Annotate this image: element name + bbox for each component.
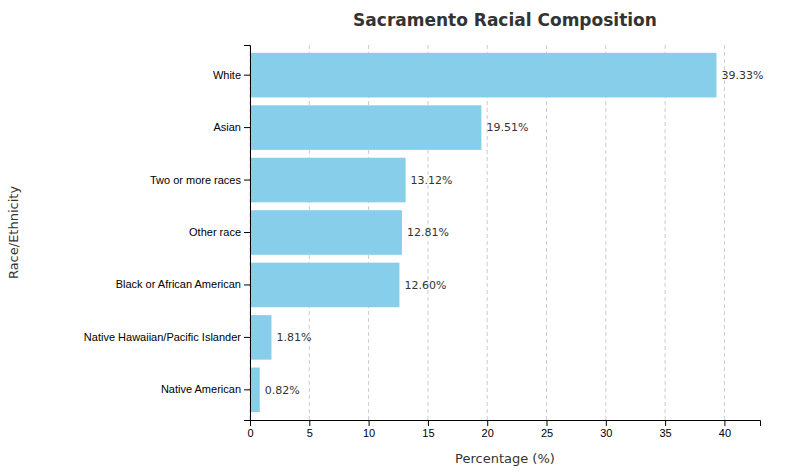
axis-line [244,46,251,421]
data-label: 39.33% [721,69,763,82]
title: Sacramento Racial Composition [353,10,657,30]
tick: Black or African American [116,278,250,290]
tick-mark [547,420,548,426]
tick: 35 [659,420,671,439]
tick: 20 [482,420,494,439]
data-label: 12.81% [407,226,449,239]
data-label: 13.12% [411,174,453,187]
tick-label: Two or more races [150,174,242,186]
tick-label: 15 [422,427,434,439]
grid-line [665,45,666,420]
chart: 0.82% 1.81% 12.60% 12.81% 13.12% 19.51% 39.33%… [0,0,800,475]
tick: 25 [541,420,553,439]
bar [250,263,399,308]
grid-line [487,45,488,420]
tick: 30 [600,420,612,439]
tick-label: 25 [541,427,553,439]
grid-line [724,45,725,420]
tick-mark [244,284,250,285]
tick-mark [487,420,488,426]
data-label: 0.82% [265,384,300,397]
tick-mark [369,420,370,426]
data-label: 1.81% [276,331,311,344]
tick-mark [606,420,607,426]
tick-label: 35 [659,427,671,439]
tick-mark [428,420,429,426]
tick-mark [244,389,250,390]
bar [250,53,716,98]
tick-label: Native Hawaiian/Pacific Islander [84,331,241,343]
tick-mark [724,420,725,426]
tick-label: Other race [189,226,241,238]
tick: Asian [213,121,250,133]
y-axis-title: Race/Ethnicity [6,186,21,279]
bar [250,210,402,255]
tick-label: 30 [600,427,612,439]
grid [250,45,724,420]
tick-label: 10 [363,427,375,439]
tick: 0 [247,420,253,439]
bars [250,53,716,412]
bar [250,315,271,360]
tick: Other race [189,226,250,238]
bar [250,368,260,413]
tick: 5 [307,420,313,439]
y-axis: Native American Native Hawaiian/Pacific I… [84,46,251,421]
tick-mark [244,75,250,76]
bar [250,105,481,150]
data-label: 12.60% [404,279,446,292]
tick-mark [244,232,250,233]
tick-mark [309,420,310,426]
grid-line [546,45,547,420]
tick-label: Black or African American [116,278,241,290]
tick-mark [665,420,666,426]
grid-line [605,45,606,420]
data-labels: 0.82% 1.81% 12.60% 12.81% 13.12% 19.51% 39.33% [265,69,764,397]
plot: 0.82% 1.81% 12.60% 12.81% 13.12% 19.51% 39.33%… [84,45,764,439]
tick-label: 20 [482,427,494,439]
tick: Native American [161,383,250,395]
axis-line [251,421,761,427]
tick: 10 [363,420,375,439]
tick-mark [244,127,250,128]
tick-label: 0 [247,427,253,439]
tick: White [213,69,250,81]
tick-label: White [213,69,241,81]
data-label: 19.51% [486,121,528,134]
tick-label: Native American [161,383,241,395]
tick: Native Hawaiian/Pacific Islander [84,331,250,343]
tick-label: 5 [307,427,313,439]
tick-label: 40 [719,427,731,439]
tick: 40 [719,420,731,439]
tick-mark [244,337,250,338]
bar [250,158,406,203]
tick-mark [244,180,250,181]
tick: 15 [422,420,434,439]
x-axis-title: Percentage (%) [455,451,555,466]
x-axis: 0 5 10 15 20 25 30 35 40 [247,420,760,439]
tick: Two or more races [150,174,250,186]
tick-label: Asian [213,121,241,133]
